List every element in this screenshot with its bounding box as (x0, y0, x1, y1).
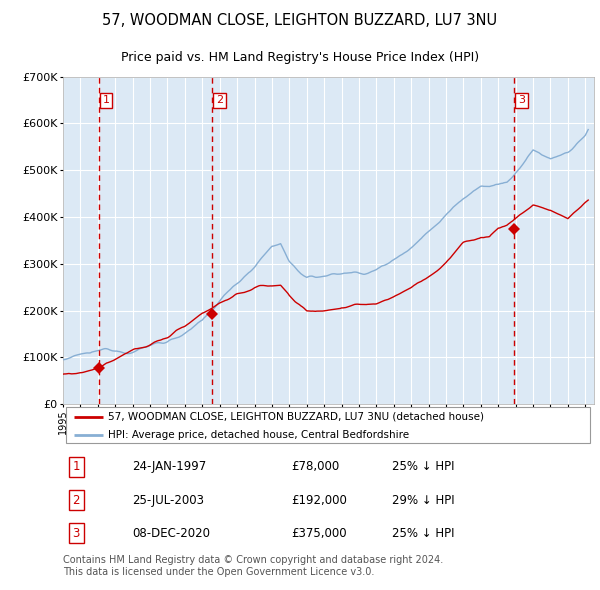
Text: 3: 3 (518, 96, 525, 106)
Text: £375,000: £375,000 (292, 526, 347, 540)
Text: 08-DEC-2020: 08-DEC-2020 (132, 526, 210, 540)
Text: 57, WOODMAN CLOSE, LEIGHTON BUZZARD, LU7 3NU (detached house): 57, WOODMAN CLOSE, LEIGHTON BUZZARD, LU7… (108, 412, 484, 422)
Text: 3: 3 (73, 526, 80, 540)
Text: Contains HM Land Registry data © Crown copyright and database right 2024.
This d: Contains HM Land Registry data © Crown c… (63, 555, 443, 577)
FancyBboxPatch shape (65, 407, 590, 444)
Text: 1: 1 (73, 460, 80, 474)
Text: 2: 2 (73, 493, 80, 507)
Text: 24-JAN-1997: 24-JAN-1997 (132, 460, 206, 474)
Text: 57, WOODMAN CLOSE, LEIGHTON BUZZARD, LU7 3NU: 57, WOODMAN CLOSE, LEIGHTON BUZZARD, LU7… (103, 13, 497, 28)
Text: Price paid vs. HM Land Registry's House Price Index (HPI): Price paid vs. HM Land Registry's House … (121, 51, 479, 64)
Text: 25-JUL-2003: 25-JUL-2003 (132, 493, 204, 507)
Text: £192,000: £192,000 (292, 493, 347, 507)
Text: 2: 2 (215, 96, 223, 106)
Text: 25% ↓ HPI: 25% ↓ HPI (392, 460, 455, 474)
Text: HPI: Average price, detached house, Central Bedfordshire: HPI: Average price, detached house, Cent… (108, 431, 409, 440)
Text: 25% ↓ HPI: 25% ↓ HPI (392, 526, 455, 540)
Text: £78,000: £78,000 (292, 460, 340, 474)
Text: 29% ↓ HPI: 29% ↓ HPI (392, 493, 455, 507)
Text: 1: 1 (103, 96, 110, 106)
